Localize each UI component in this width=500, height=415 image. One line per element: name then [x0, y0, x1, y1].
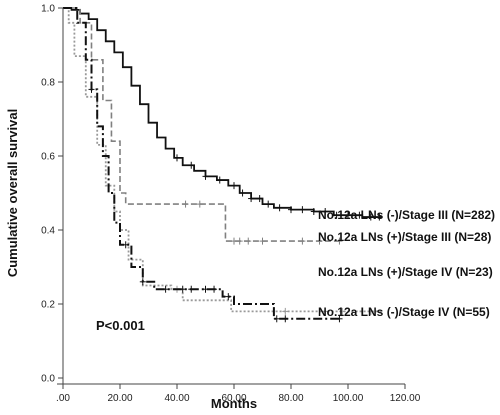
x-tick-label: 60.00	[221, 393, 246, 404]
y-tick-label: 0.8	[41, 78, 55, 89]
plot-area	[63, 7, 383, 323]
x-axis-title: Months	[211, 396, 257, 411]
x-tick-label: 20.00	[107, 393, 132, 404]
x-tick-label: 80.00	[278, 393, 303, 404]
axes: .00 20.00 40.00 60.00 80.00 100.00 120.00 0.0 0.…	[41, 4, 421, 405]
series-label-stage3-positive: No.12a LNs (+)/Stage III (N=28)	[318, 230, 491, 244]
series-label-stage3-negative: No.12a LNs (-)/Stage III (N=282)	[318, 208, 495, 222]
y-tick-label: 0.2	[41, 300, 55, 311]
y-tick-label: 0.6	[41, 152, 55, 163]
series-label-stage4-positive: No.12a LNs (+)/Stage IV (N=23)	[318, 265, 493, 279]
series-label-stage4-negative: No.12a LNs (-)/Stage IV (N=55)	[318, 305, 490, 319]
y-tick-label: 0.0	[41, 374, 55, 385]
x-tick-label: 120.00	[390, 393, 421, 404]
series-line-2	[63, 7, 383, 313]
x-tick-label: 40.00	[164, 393, 189, 404]
p-value-annotation: P<0.001	[96, 318, 145, 333]
labels: Months Cumulative overall survival P<0.0…	[5, 109, 495, 411]
y-axis-title: Cumulative overall survival	[5, 109, 20, 277]
x-tick-label: .00	[56, 393, 70, 404]
x-tick-label: 100.00	[333, 393, 364, 404]
y-tick-label: 1.0	[41, 4, 55, 15]
series-line-1	[63, 7, 340, 242]
y-tick-label: 0.4	[41, 226, 55, 237]
series-line-3	[63, 7, 343, 320]
